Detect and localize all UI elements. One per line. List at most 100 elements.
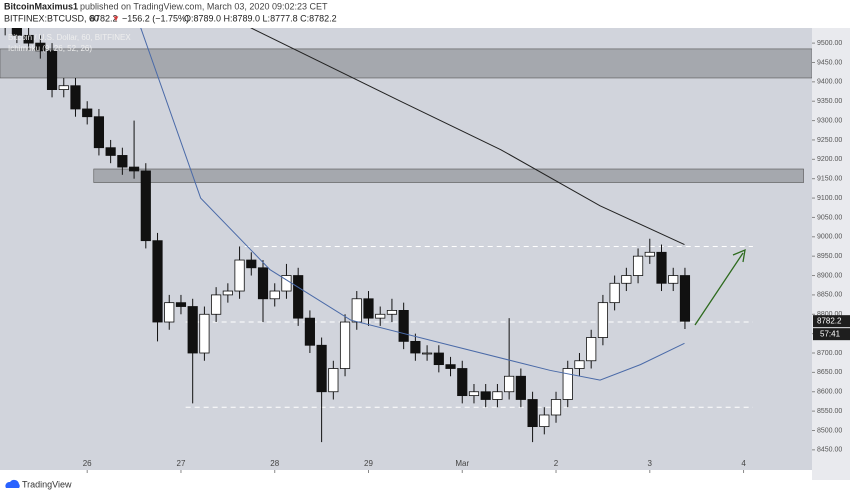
logo	[5, 479, 20, 488]
candle-body	[410, 340, 421, 354]
candle-body	[668, 275, 679, 284]
candle-body	[386, 309, 398, 315]
price-label: 8782.2	[817, 316, 842, 325]
candle-body	[621, 275, 632, 284]
candle-body	[46, 50, 58, 90]
x-tick-label: 28	[270, 459, 279, 468]
candle-body	[632, 255, 644, 276]
y-tick-label: 8850.00	[817, 292, 842, 299]
candle-body	[117, 155, 128, 168]
down-icon: ▼	[112, 14, 120, 23]
price-axis-background	[812, 28, 850, 480]
x-tick-label: 2	[554, 459, 559, 468]
candle-body	[246, 259, 257, 269]
y-tick-label: 8600.00	[817, 389, 842, 396]
published: published on TradingView.com, March 03, …	[80, 1, 328, 11]
y-tick-label: 9200.00	[817, 156, 842, 163]
candle-body	[304, 317, 315, 346]
y-tick-label: 8650.00	[817, 369, 842, 376]
candle-body	[70, 85, 81, 110]
change: −156.2 (−1.75%)	[122, 13, 189, 23]
candle-body	[93, 116, 105, 149]
y-tick-label: 8450.00	[817, 447, 842, 454]
candle-body	[82, 108, 93, 118]
candle-body	[175, 302, 187, 307]
candle-body	[375, 313, 386, 319]
candle-body	[269, 290, 280, 300]
y-tick-label: 9300.00	[817, 117, 842, 124]
candle-body	[316, 344, 327, 393]
y-tick-label: 9250.00	[817, 137, 842, 144]
zone	[0, 48, 812, 79]
candle-body	[480, 391, 491, 400]
candle-body	[586, 337, 597, 362]
candle-body	[257, 267, 269, 300]
candle-body	[574, 360, 585, 369]
candle-body	[35, 42, 46, 52]
candle-body	[128, 166, 140, 172]
candle-body	[457, 368, 468, 397]
y-tick-label: 9150.00	[817, 176, 842, 183]
candle-body	[105, 147, 116, 156]
y-tick-label: 9350.00	[817, 98, 842, 105]
x-tick-label: 3	[648, 459, 653, 468]
candle-body	[422, 352, 433, 355]
candle-body	[234, 259, 245, 292]
y-tick-label: 9050.00	[817, 214, 842, 221]
candle-body	[539, 414, 550, 428]
countdown: 57:41	[820, 329, 841, 338]
y-tick-label: 8900.00	[817, 272, 842, 279]
y-tick-label: 9100.00	[817, 195, 842, 202]
candle-body	[140, 170, 151, 242]
candle-body	[351, 298, 362, 323]
y-tick-label: 8700.00	[817, 350, 842, 357]
candle-body	[504, 375, 515, 393]
candle-body	[597, 302, 608, 338]
legend-main: Bitcoin / U.S. Dollar, 60, BITFINEX	[8, 33, 131, 42]
moving-average	[140, 28, 685, 381]
candle-body	[562, 368, 573, 400]
ohlc: O:8789.0 H:8789.0 L:8777.8 C:8782.2	[184, 13, 337, 23]
candle-body	[293, 275, 304, 319]
x-tick-label: 4	[741, 459, 746, 468]
candle-body	[515, 375, 526, 400]
x-tick-label: 27	[177, 459, 186, 468]
candle-body	[550, 399, 562, 416]
brand: TradingView	[22, 479, 72, 489]
y-tick-label: 9000.00	[817, 234, 842, 241]
candle-body	[328, 368, 339, 393]
candle-body	[211, 294, 222, 315]
y-tick-label: 8550.00	[817, 408, 842, 415]
candle-body	[363, 298, 374, 319]
candle-body	[398, 309, 409, 342]
candle-body	[152, 240, 163, 323]
symbol: BITFINEX:BTCUSD, 60	[4, 13, 99, 23]
candle-body	[644, 251, 655, 257]
candle-body	[679, 275, 691, 322]
moving-average	[250, 28, 685, 245]
x-tick-label: 26	[83, 459, 92, 468]
candle-body	[11, 28, 22, 36]
countdown-bg	[813, 328, 850, 341]
y-tick-label: 8500.00	[817, 427, 842, 434]
y-tick-label: 8950.00	[817, 253, 842, 260]
candle-body	[433, 352, 444, 366]
candle-body	[656, 251, 667, 284]
candle-body	[58, 85, 69, 90]
candle-body	[164, 302, 175, 323]
legend-indicator: Ichimoku (9, 26, 52, 26)	[8, 44, 92, 53]
candle-body	[187, 306, 198, 354]
x-tick-label: Mar	[455, 459, 469, 468]
last-price: 8782.2	[90, 13, 118, 23]
candle-body	[339, 321, 351, 369]
candle-body	[445, 364, 456, 369]
candle-body	[492, 391, 503, 400]
x-tick-label: 29	[364, 459, 373, 468]
price-label-bg	[813, 315, 850, 328]
zone	[93, 168, 804, 183]
candle-body	[199, 313, 210, 354]
arrow	[694, 248, 746, 326]
plot	[0, 28, 812, 443]
y-tick-label: 8800.00	[817, 311, 842, 318]
